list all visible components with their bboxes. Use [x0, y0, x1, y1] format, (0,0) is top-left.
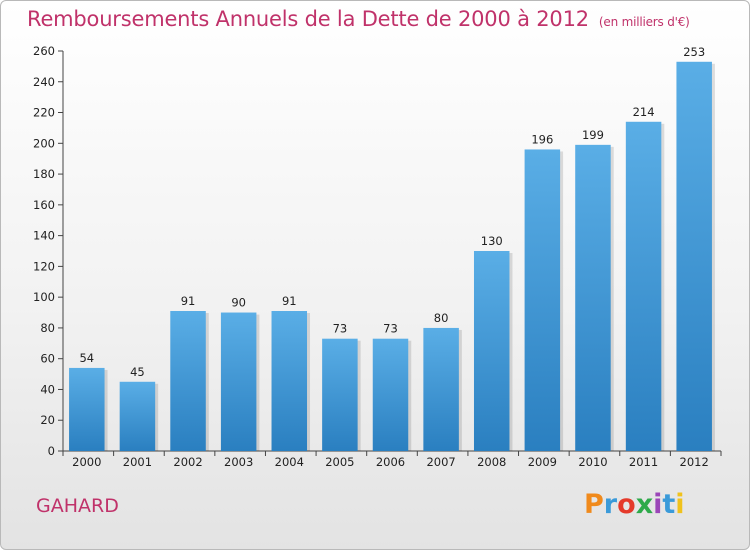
y-tick-label: 120: [33, 259, 55, 273]
x-tick-label: 2005: [325, 455, 354, 469]
proxiti-logo[interactable]: Proxiti: [584, 489, 685, 520]
bar[interactable]: [372, 338, 409, 451]
x-tick-label: 2007: [426, 455, 455, 469]
x-tick-label: 2009: [528, 455, 557, 469]
y-tick-label: 160: [33, 198, 55, 212]
y-tick-label: 220: [33, 106, 55, 120]
value-label: 73: [333, 322, 348, 336]
bar[interactable]: [676, 61, 712, 452]
bar[interactable]: [170, 311, 206, 451]
x-tick-label: 2011: [629, 455, 658, 469]
x-tick-label: 2010: [578, 455, 607, 469]
value-label: 90: [231, 296, 246, 310]
x-tick-label: 2002: [173, 455, 202, 469]
bar[interactable]: [473, 251, 510, 451]
bar[interactable]: [423, 327, 459, 451]
y-tick-label: 100: [33, 290, 55, 304]
value-label: 214: [633, 105, 655, 119]
y-tick-label: 180: [33, 167, 55, 181]
value-label: 73: [383, 322, 398, 336]
commune-name: GAHARD: [36, 495, 119, 517]
value-label: 91: [181, 294, 196, 308]
y-tick-label: 80: [40, 321, 55, 335]
x-tick-label: 2006: [376, 455, 405, 469]
bar[interactable]: [220, 312, 257, 451]
x-tick-label: 2004: [275, 455, 304, 469]
y-tick-label: 240: [33, 75, 55, 89]
y-tick-label: 200: [33, 136, 55, 150]
bar[interactable]: [575, 144, 611, 451]
bar[interactable]: [524, 149, 561, 451]
bar[interactable]: [69, 367, 105, 451]
logo-letter: x: [635, 489, 654, 520]
value-label: 196: [531, 132, 553, 146]
value-label: 253: [683, 45, 705, 59]
y-tick-label: 0: [48, 444, 55, 458]
logo-letter: i: [675, 489, 685, 520]
axes: 0 20 40 60 80 100 120 140 160 180 200 220 240 260 2000…: [33, 44, 722, 469]
y-tick-label: 60: [40, 352, 55, 366]
bar[interactable]: [271, 311, 308, 451]
chart-title: Remboursements Annuels de la Dette de 20…: [27, 7, 690, 31]
x-tick-label: 2001: [123, 455, 152, 469]
logo-letter: P: [584, 489, 604, 520]
value-label: 45: [130, 365, 145, 379]
value-label: 199: [582, 128, 604, 142]
x-tick-label: 2008: [477, 455, 506, 469]
value-label: 130: [481, 234, 503, 248]
bar[interactable]: [625, 121, 662, 452]
chart-unit: (en milliers d'€): [598, 15, 690, 29]
bar[interactable]: [119, 381, 156, 451]
bar[interactable]: [322, 338, 358, 451]
value-label: 80: [434, 311, 449, 325]
value-label: 54: [79, 351, 94, 365]
chart-title-text: Remboursements Annuels de la Dette de 20…: [27, 7, 589, 31]
x-tick-label: 2003: [224, 455, 253, 469]
y-tick-label: 140: [33, 229, 55, 243]
y-tick-label: 20: [40, 413, 55, 427]
bars: [69, 61, 715, 452]
logo-letter: i: [653, 489, 663, 520]
logo-letter: t: [662, 489, 676, 520]
y-tick-label: 40: [40, 382, 55, 396]
logo-letter: r: [603, 489, 618, 520]
y-tick-label: 260: [33, 44, 55, 58]
logo-letter: o: [617, 489, 636, 520]
value-label: 91: [282, 294, 297, 308]
x-tick-label: 2000: [72, 455, 101, 469]
x-tick-label: 2012: [680, 455, 709, 469]
value-labels: 54 45 91 90 91 73 73 80 130 196 199 214 253: [79, 45, 705, 379]
